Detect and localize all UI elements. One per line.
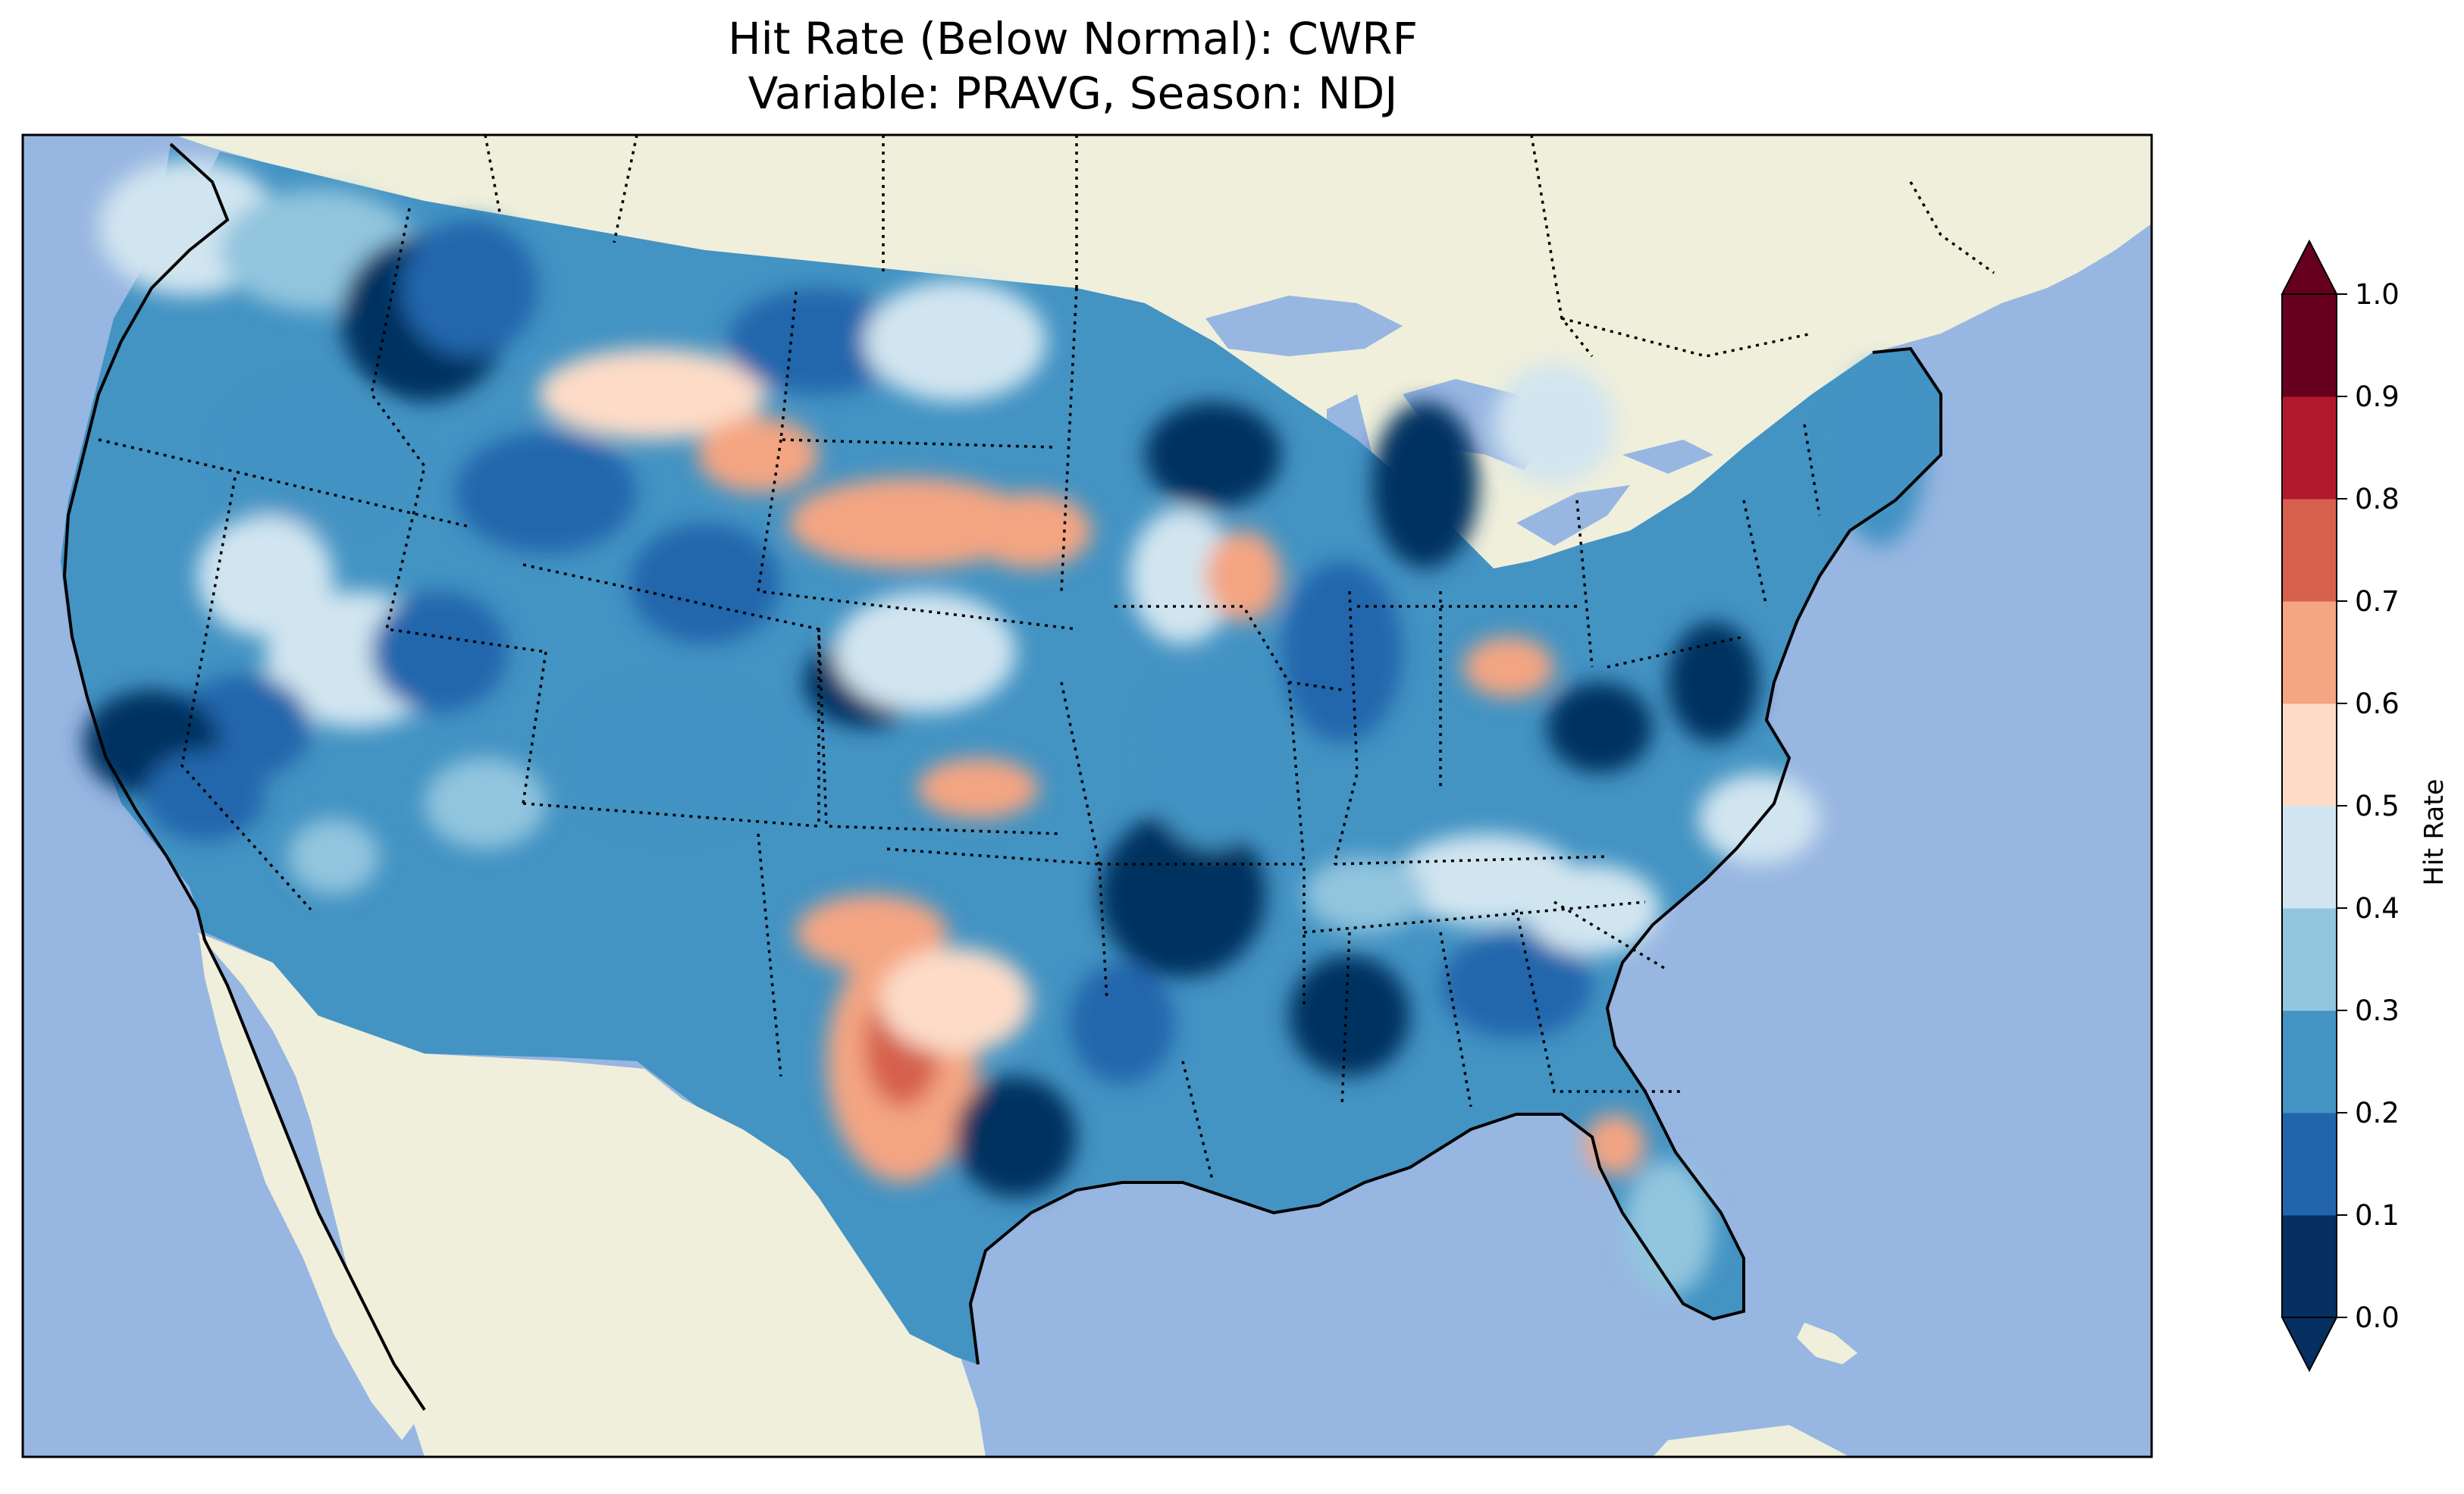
colorbar-swatch-9: [2282, 294, 2337, 397]
heat-region-44: [1130, 508, 1236, 644]
colorbar-tick-label: 0.2: [2355, 1097, 2400, 1129]
heat-region-33: [1547, 682, 1653, 773]
heat-region-19: [569, 690, 781, 826]
coastline: [62, 143, 1942, 1411]
colorbar-swatch-7: [2282, 499, 2337, 602]
colorbar-swatch-8: [2282, 396, 2337, 500]
heat-region-12: [538, 349, 766, 440]
colorbar-swatch-6: [2282, 601, 2337, 704]
colorbar: 0.0 0.1 0.2 0.3 0.4 0.5 0.6 0.7 0.8 0.9 1.0: [2281, 239, 2400, 1373]
colorbar-tick-label: 0.3: [2355, 994, 2400, 1027]
heat-region-43: [1622, 1160, 1713, 1296]
map-area: [23, 135, 2152, 1457]
heat-region-49: [288, 819, 379, 894]
colorbar-extend-max: [2281, 239, 2338, 295]
hit-rate-field: [83, 159, 1926, 1296]
colorbar-swatch-5: [2282, 703, 2337, 807]
colorbar-swatch-1: [2282, 1113, 2337, 1216]
heat-region-27: [1099, 811, 1266, 978]
heat-region-40: [1698, 773, 1820, 864]
colorbar-swatch-4: [2282, 806, 2337, 909]
heat-region-42: [1304, 857, 1425, 932]
heat-region-48: [425, 758, 546, 849]
colorbar-tick-label: 0.0: [2355, 1301, 2400, 1334]
colorbar-swatch-3: [2282, 908, 2337, 1011]
heat-region-21: [834, 591, 1016, 713]
heat-region-34: [1289, 955, 1410, 1076]
heat-region-15: [864, 280, 1046, 402]
heat-region-50: [1069, 963, 1175, 1084]
heat-region-10: [371, 591, 508, 713]
heat-region-29: [1145, 402, 1281, 508]
colorbar-tick-label: 0.1: [2355, 1199, 2400, 1232]
heat-region-28: [1145, 667, 1281, 849]
heat-region-22: [917, 758, 1039, 819]
heat-region-45: [1205, 531, 1281, 622]
heat-region-47: [955, 1076, 1077, 1198]
colorbar-tick-label: 0.6: [2355, 687, 2400, 720]
heat-region-26: [879, 947, 1031, 1054]
heat-region-38: [1668, 622, 1759, 743]
chart-title-line-1: Hit Rate (Below Normal): CWRF: [728, 13, 1418, 64]
colorbar-tick-label: 0.8: [2355, 483, 2400, 515]
colorbar-tick-label: 0.4: [2355, 892, 2400, 925]
colorbar-label: Hit Rate: [2419, 778, 2450, 885]
heat-region-3: [402, 220, 538, 356]
heat-region-32: [1463, 637, 1554, 697]
canada-province-borders: [484, 135, 1995, 358]
heat-region-31: [1281, 561, 1403, 743]
heat-region-16: [788, 478, 1031, 568]
state-borders: [98, 208, 1821, 1183]
heat-region-30: [1372, 402, 1478, 568]
heat-region-18: [629, 523, 781, 644]
heat-region-35: [1440, 932, 1592, 1038]
colorbar-swatch-2: [2282, 1010, 2337, 1113]
heat-region-4: [227, 387, 409, 523]
heat-region-37: [1585, 1114, 1645, 1175]
heat-region-14: [728, 288, 910, 394]
heat-region-13: [698, 417, 819, 493]
colorbar-tick-label: 0.5: [2355, 790, 2400, 822]
colorbar-swatch-0: [2282, 1215, 2337, 1318]
heat-region-39: [1835, 364, 1926, 546]
colorbar-tick-label: 0.7: [2355, 585, 2400, 618]
colorbar-tick-label: 1.0: [2355, 278, 2400, 311]
heat-region-46: [1494, 364, 1615, 485]
heat-region-9: [144, 750, 265, 841]
chart-title-line-2: Variable: PRAVG, Season: NDJ: [748, 67, 1398, 119]
heat-region-17: [970, 493, 1092, 568]
colorbar-extend-min: [2281, 1317, 2338, 1373]
heat-region-11: [455, 432, 637, 553]
map-frame: [21, 133, 2153, 1458]
colorbar-tick-label: 0.9: [2355, 381, 2400, 413]
heat-region-41: [1395, 834, 1577, 925]
